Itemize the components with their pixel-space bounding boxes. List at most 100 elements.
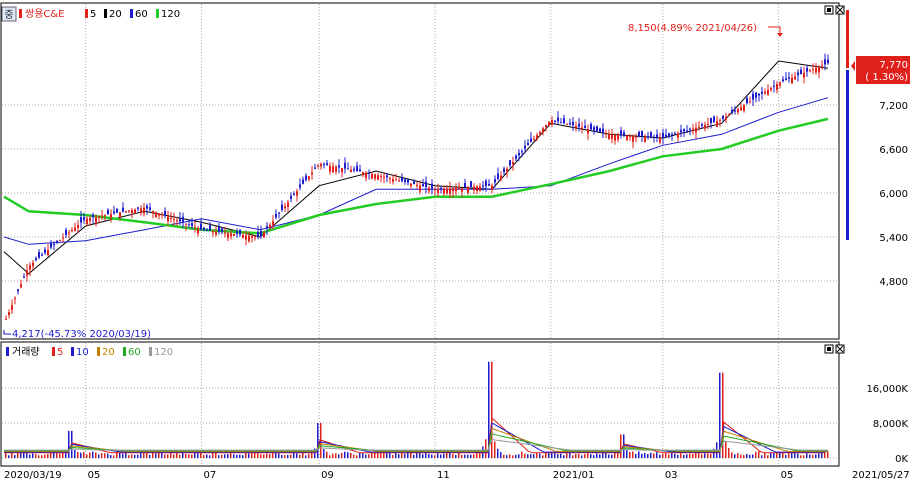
volume-bar — [80, 452, 82, 458]
volume-bar — [56, 453, 58, 458]
panel-close-button[interactable] — [835, 5, 845, 15]
candle-body — [122, 207, 124, 212]
candle-body — [419, 185, 421, 192]
candle-body — [620, 130, 622, 136]
volume-bar — [803, 455, 805, 458]
candle-body — [500, 175, 502, 180]
candle-body — [530, 138, 532, 142]
volume-bar — [641, 453, 643, 458]
candle-body — [296, 191, 298, 196]
volume-bar — [404, 453, 406, 458]
candle-body — [680, 129, 682, 133]
candle-body — [224, 232, 226, 234]
candle-body — [83, 217, 85, 221]
volume-bar — [251, 451, 253, 458]
candle-body — [509, 160, 511, 166]
date-axis: 2020/03/19 05 07 09 11 2021/01 03 05 2021/05/27 — [4, 470, 910, 481]
volume-bar — [626, 450, 628, 458]
candle-body — [149, 207, 151, 210]
volume-bar — [323, 449, 325, 458]
volume-bar — [224, 454, 226, 458]
scale-bar-lower — [846, 70, 849, 240]
candle-body — [443, 188, 445, 194]
price-tick-label: 6,600 — [879, 145, 908, 156]
candle-body — [497, 173, 499, 179]
candle-body — [806, 67, 808, 72]
candle-body — [821, 65, 823, 67]
volume-bar — [530, 454, 532, 458]
candle-body — [593, 127, 595, 131]
candle-body — [95, 216, 97, 223]
volume-bar — [647, 454, 649, 458]
volume-bar — [791, 453, 793, 458]
volume-bar — [320, 423, 322, 458]
high-annotation: 8,150(4.89% 2021/04/26) — [628, 23, 757, 34]
candle-body — [131, 210, 133, 214]
volume-bar — [491, 361, 493, 458]
volume-bar — [227, 454, 229, 458]
volume-color-swatch — [6, 347, 9, 356]
candle-body — [17, 289, 19, 292]
volume-bar — [218, 455, 220, 458]
candle-body — [479, 186, 481, 192]
candle-body — [704, 124, 706, 129]
candle-body — [599, 128, 601, 132]
volume-bar — [116, 452, 118, 458]
volume-bar — [593, 455, 595, 458]
high-annotation-arrow — [768, 26, 781, 34]
volume-ma-line — [4, 427, 829, 452]
volume-bar — [470, 454, 472, 458]
panel-restore-button[interactable] — [824, 5, 834, 15]
candle-body — [551, 119, 553, 125]
candle-body — [719, 120, 721, 122]
candle-body — [110, 213, 112, 218]
candle-body — [302, 179, 304, 184]
candle-body — [236, 231, 238, 235]
candle-body — [332, 166, 334, 173]
candle-body — [239, 229, 241, 235]
candle-body — [35, 258, 37, 261]
candle-body — [482, 185, 484, 187]
volume-bar — [203, 454, 205, 458]
candle-body — [356, 165, 358, 171]
volume-restore-button[interactable] — [824, 344, 834, 354]
candle-body — [164, 210, 166, 216]
candle-body — [794, 76, 796, 80]
volume-bar — [461, 454, 463, 458]
date-tick-label: 07 — [203, 470, 216, 481]
candle-body — [266, 226, 268, 229]
volume-bar — [371, 452, 373, 458]
candle-body — [653, 137, 655, 139]
current-price-box — [856, 56, 910, 84]
current-price-label: 7,770 — [879, 60, 908, 71]
volume-bar — [545, 452, 547, 458]
ma-legend-label-20: 20 — [109, 9, 122, 20]
candle-body — [467, 187, 469, 193]
candle-body — [68, 232, 70, 234]
volume-bar — [47, 453, 49, 458]
volume-bar — [254, 452, 256, 458]
chart-type-icon[interactable] — [1, 6, 17, 22]
volume-bar — [230, 453, 232, 458]
volume-bar — [587, 453, 589, 458]
candle-body — [215, 231, 217, 235]
volume-bar — [431, 454, 433, 458]
volume-bar — [554, 452, 556, 458]
candle-body — [353, 168, 355, 171]
candle-body — [290, 195, 292, 199]
low-annotation-arrow — [3, 330, 11, 335]
volume-bar — [29, 454, 31, 458]
candle-body — [92, 214, 94, 218]
candle-body — [755, 92, 757, 98]
volume-bar — [533, 454, 535, 458]
candle-body — [641, 131, 643, 137]
volume-bar — [23, 451, 25, 458]
candle-body — [425, 181, 427, 188]
volume-bar — [560, 453, 562, 458]
volume-bar — [197, 453, 199, 458]
volume-bar — [743, 455, 745, 458]
candle-body — [809, 70, 811, 72]
volume-close-button[interactable] — [835, 344, 845, 354]
volume-bar — [170, 452, 172, 458]
